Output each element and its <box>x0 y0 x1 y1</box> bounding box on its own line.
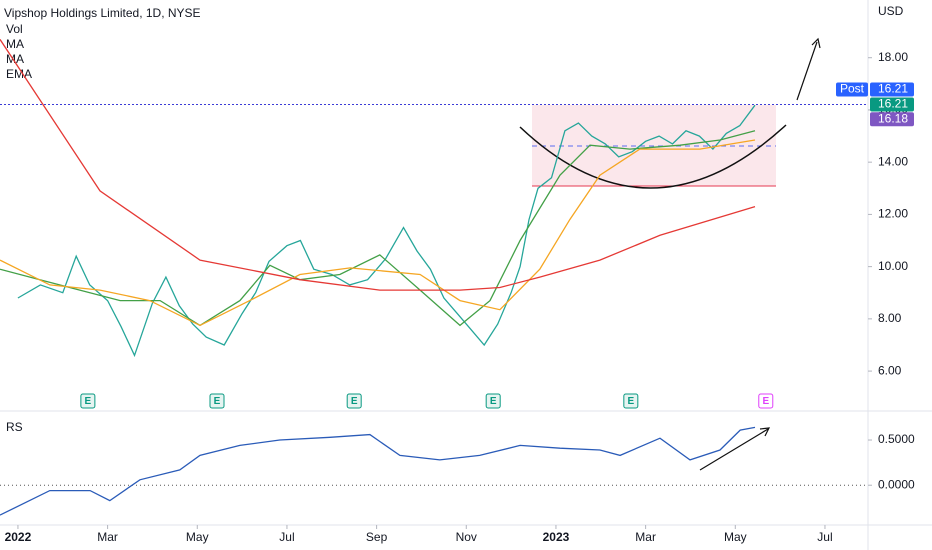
y-tick-label: 10.00 <box>878 259 908 273</box>
price-label: 16.21 <box>878 82 908 96</box>
price-label: 16.18 <box>878 111 908 125</box>
earnings-badge <box>346 393 362 409</box>
earnings-badge <box>209 393 225 409</box>
x-tick-label: Jul <box>817 530 832 544</box>
x-tick-label: Nov <box>456 530 477 544</box>
price-label: 16.21 <box>878 97 908 111</box>
pane-title: RS <box>6 420 23 434</box>
y-tick-label: 0.5000 <box>878 432 915 446</box>
price-tag-box <box>836 82 868 97</box>
x-tick-label: Mar <box>635 530 656 544</box>
x-tick-label: Jul <box>279 530 294 544</box>
currency: USD <box>878 4 904 18</box>
series-line <box>0 130 756 327</box>
series-line <box>0 39 756 291</box>
price-label-box <box>870 82 914 97</box>
x-tick-label: May <box>724 530 747 544</box>
y-tick-label: 12.00 <box>878 207 908 221</box>
legend-entry: Vol <box>6 22 23 36</box>
series-line <box>0 426 756 516</box>
earnings-label: E <box>214 396 221 407</box>
cup-curve <box>519 124 787 189</box>
x-tick-label: Mar <box>97 530 118 544</box>
y-tick-label: 6.00 <box>878 363 902 377</box>
y-tick-label: 8.00 <box>878 311 902 325</box>
series-line <box>0 139 756 327</box>
earnings-badge <box>623 393 639 409</box>
x-tick-label: May <box>186 530 209 544</box>
x-tick-label: 2023 <box>543 530 570 544</box>
arrow-head <box>811 37 821 49</box>
price-label-box <box>870 97 914 112</box>
earnings-label: E <box>351 396 358 407</box>
legend-entry: MA <box>6 52 24 66</box>
earnings-label: E <box>490 396 497 407</box>
chart-title: Vipshop Holdings Limited, 1D, NYSE <box>4 6 201 20</box>
earnings-label: E <box>85 396 92 407</box>
series-line <box>17 104 756 358</box>
earnings-badge <box>758 393 774 409</box>
price-label-box <box>870 112 914 127</box>
x-tick-label: 2022 <box>5 530 32 544</box>
legend-entry: MA <box>6 37 24 51</box>
y-tick-label: 14.00 <box>878 154 908 168</box>
x-tick-label: Sep <box>366 530 388 544</box>
arrow <box>796 41 818 101</box>
y-tick-label: 18.00 <box>878 50 908 64</box>
rs-arrow-head <box>759 427 771 437</box>
earnings-label: E <box>627 396 634 407</box>
earnings-badge <box>485 393 501 409</box>
y-tick-label: 0.0000 <box>878 477 915 491</box>
earnings-badge <box>80 393 96 409</box>
rs-arrow <box>699 428 769 471</box>
earnings-label: E <box>762 396 769 407</box>
price-tag: Post <box>840 82 865 96</box>
